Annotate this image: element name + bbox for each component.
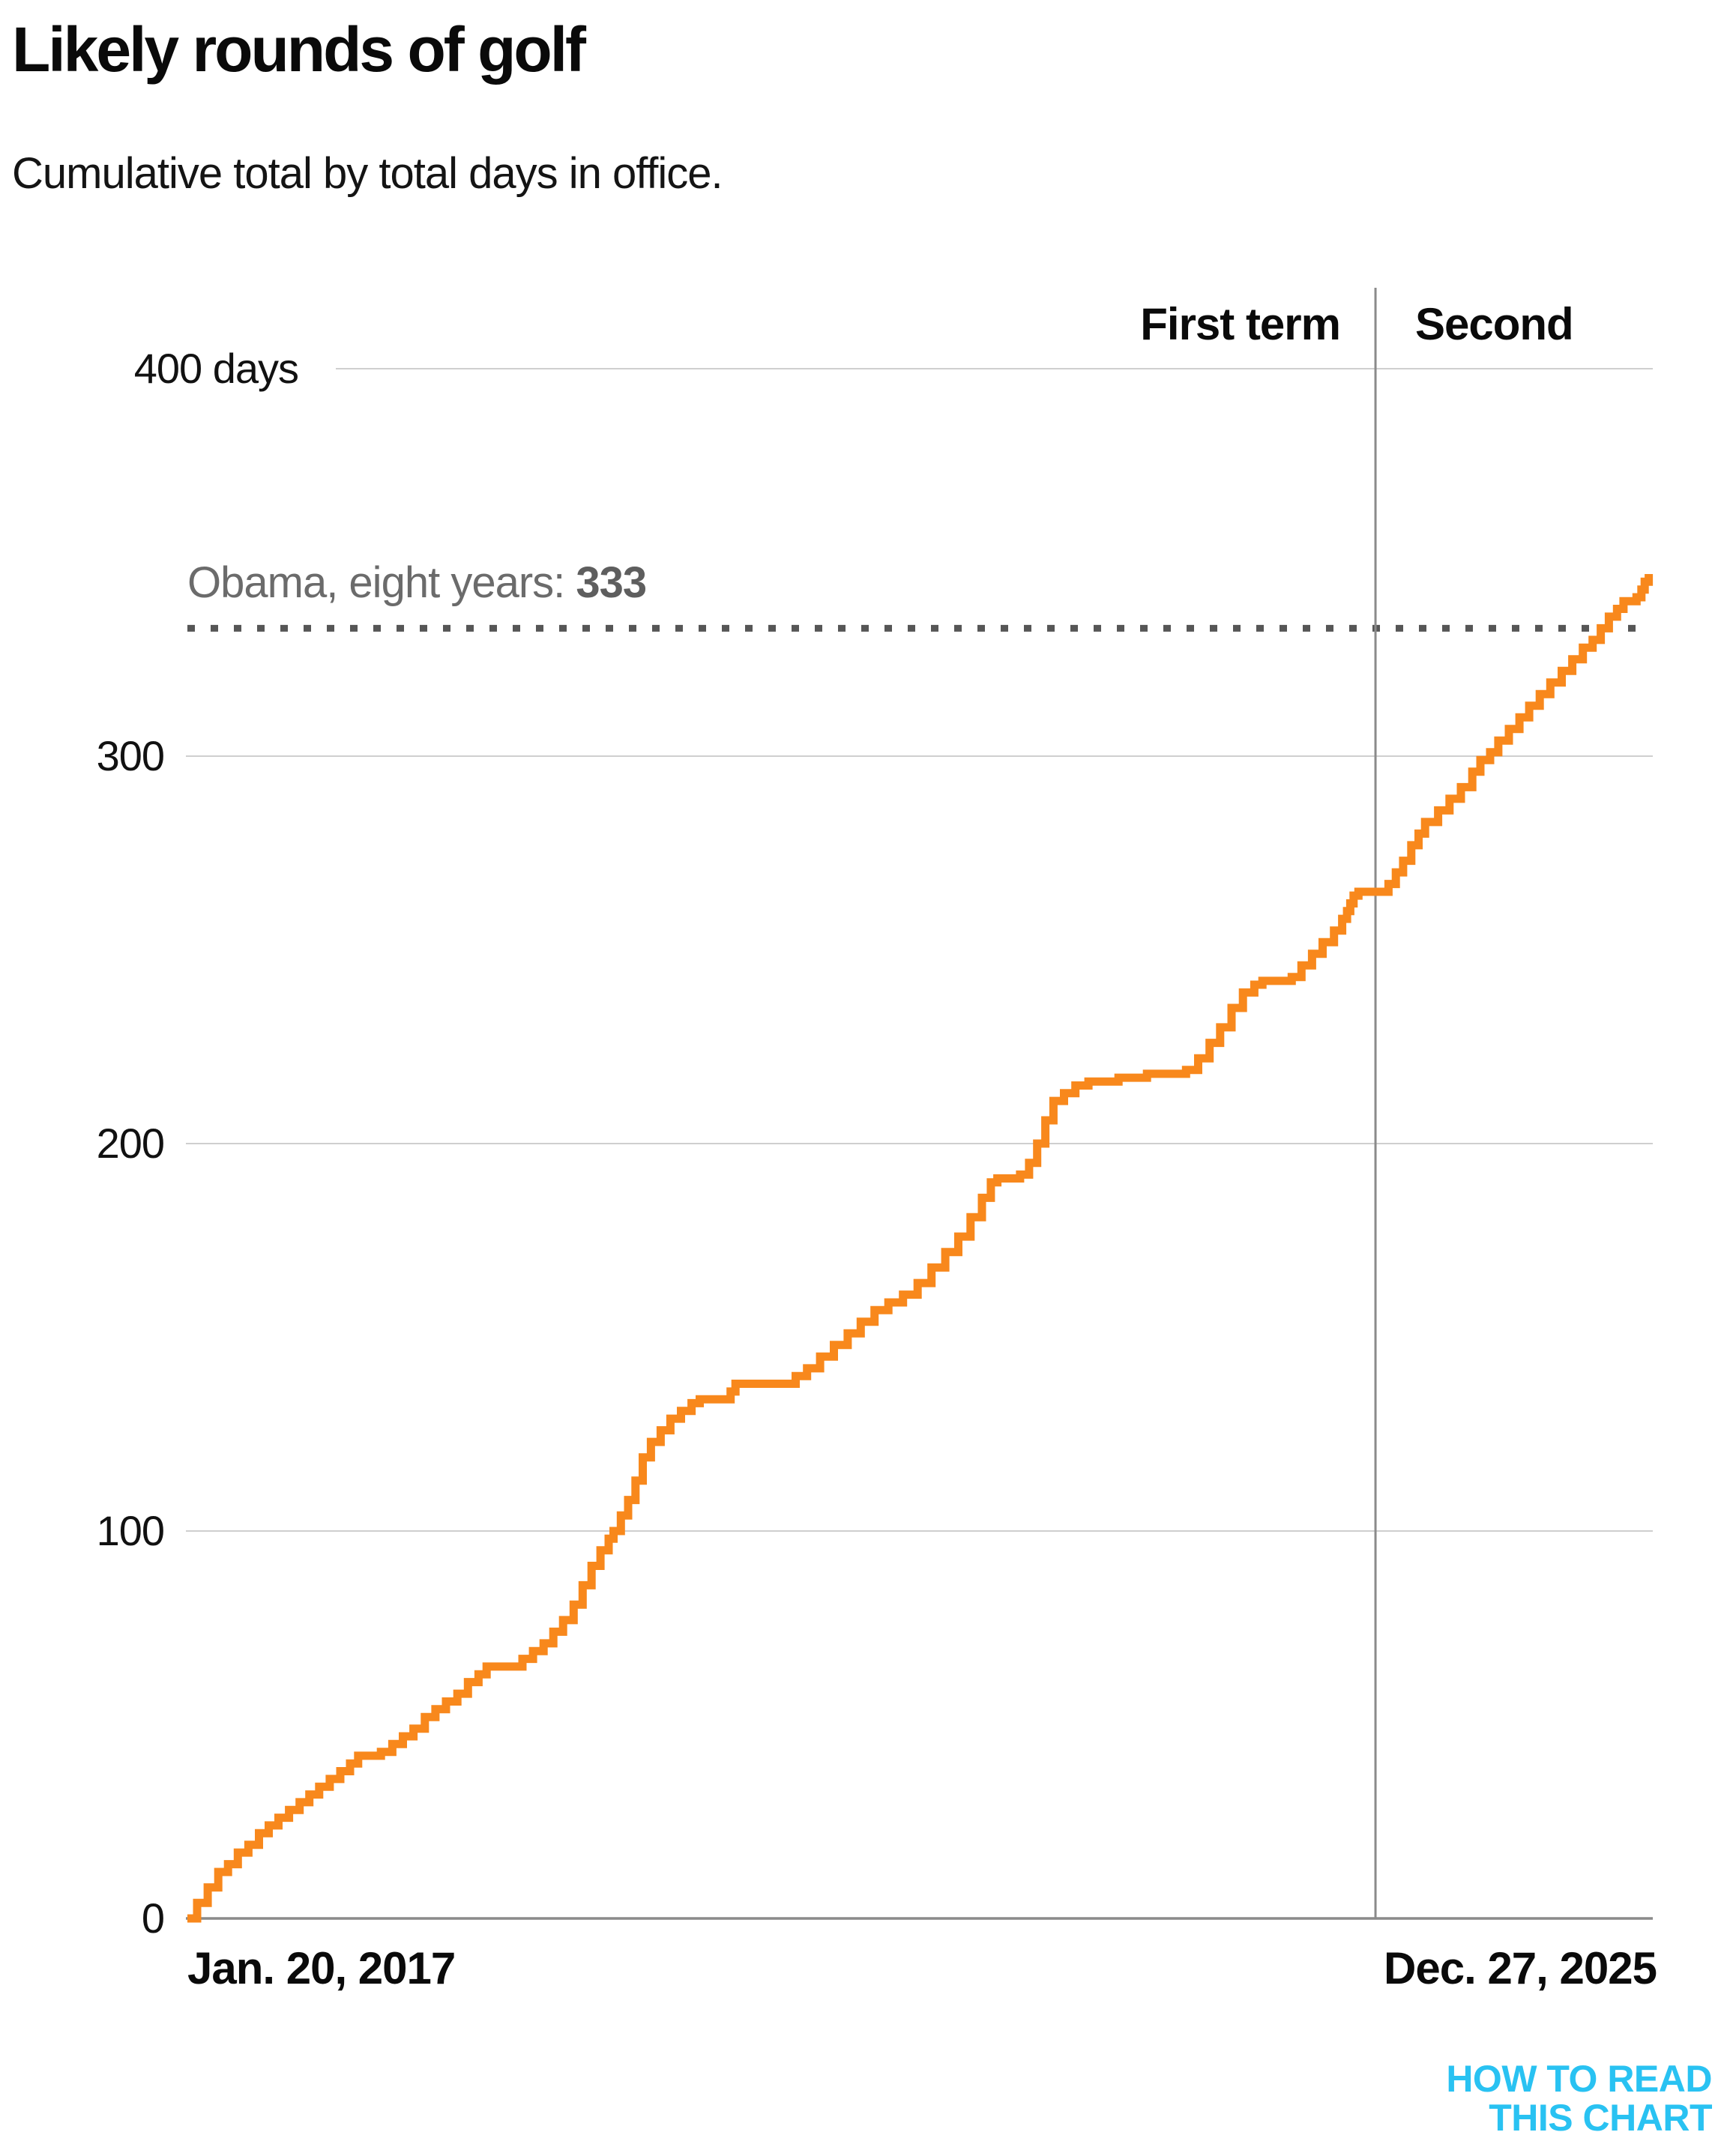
page-title: Likely rounds of golf: [12, 14, 586, 85]
x-axis-tick-end-date: Dec. 27, 2025: [1384, 1943, 1657, 1993]
logo-line-2: THIS CHART: [1489, 2097, 1712, 2139]
second-term-label: Second: [1415, 299, 1574, 349]
chart-subtitle: Cumulative total by total days in office…: [12, 149, 723, 198]
logo-line-1: HOW TO READ: [1446, 2058, 1712, 2100]
y-axis-tick-0: 0: [141, 1894, 165, 1942]
how-to-read-this-chart-logo: HOW TO READ THIS CHART: [1274, 2059, 1712, 2137]
obama-reference-label: Obama, eight years: 333: [187, 558, 647, 608]
y-axis-tick-400: 400 days: [133, 345, 299, 392]
obama-reference-value: 333: [576, 558, 647, 607]
y-axis-tick-300: 300: [96, 732, 165, 779]
trump-cumulative-golf-line: [187, 574, 1654, 1923]
y-axis-tick-100: 100: [96, 1507, 165, 1554]
y-axis-tick-200: 200: [96, 1120, 165, 1167]
first-term-label: First term: [1140, 299, 1341, 349]
x-axis-tick-start-date: Jan. 20, 2017: [187, 1943, 456, 1993]
obama-reference-label-text: Obama, eight years:: [187, 558, 576, 607]
